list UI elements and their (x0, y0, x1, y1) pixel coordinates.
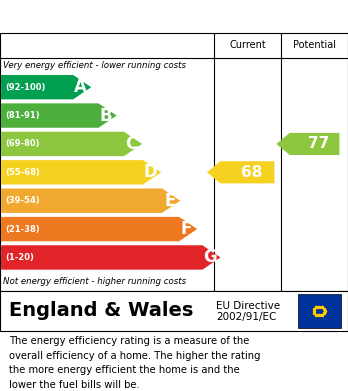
Text: (55-68): (55-68) (5, 168, 40, 177)
Polygon shape (276, 133, 339, 155)
Text: Energy Efficiency Rating: Energy Efficiency Rating (9, 9, 230, 24)
Text: 68: 68 (241, 165, 262, 180)
Bar (298, 294, 341, 328)
Polygon shape (207, 161, 275, 183)
Text: (39-54): (39-54) (5, 196, 40, 205)
Text: Not energy efficient - higher running costs: Not energy efficient - higher running co… (3, 277, 187, 286)
Text: F: F (181, 220, 192, 238)
Polygon shape (1, 132, 142, 156)
Text: (92-100): (92-100) (5, 83, 46, 91)
Text: D: D (144, 163, 158, 181)
Text: EU Directive: EU Directive (216, 301, 280, 311)
Polygon shape (1, 188, 180, 213)
Polygon shape (1, 103, 117, 128)
Polygon shape (1, 217, 197, 241)
Text: (81-91): (81-91) (5, 111, 40, 120)
Text: E: E (164, 192, 175, 210)
Text: England & Wales: England & Wales (9, 301, 193, 321)
Polygon shape (1, 160, 161, 185)
Text: A: A (74, 78, 87, 96)
Text: 2002/91/EC: 2002/91/EC (216, 312, 276, 322)
Polygon shape (1, 245, 221, 270)
Text: (1-20): (1-20) (5, 253, 34, 262)
Text: G: G (203, 248, 217, 266)
Text: Current: Current (229, 39, 266, 50)
Text: Potential: Potential (293, 39, 336, 50)
Text: Very energy efficient - lower running costs: Very energy efficient - lower running co… (3, 61, 187, 70)
Text: The energy efficiency rating is a measure of the
overall efficiency of a home. T: The energy efficiency rating is a measur… (9, 336, 260, 390)
Text: (69-80): (69-80) (5, 140, 40, 149)
Text: 77: 77 (308, 136, 329, 151)
Text: B: B (100, 107, 112, 125)
Polygon shape (1, 75, 91, 99)
Text: C: C (125, 135, 138, 153)
Text: (21-38): (21-38) (5, 224, 40, 233)
